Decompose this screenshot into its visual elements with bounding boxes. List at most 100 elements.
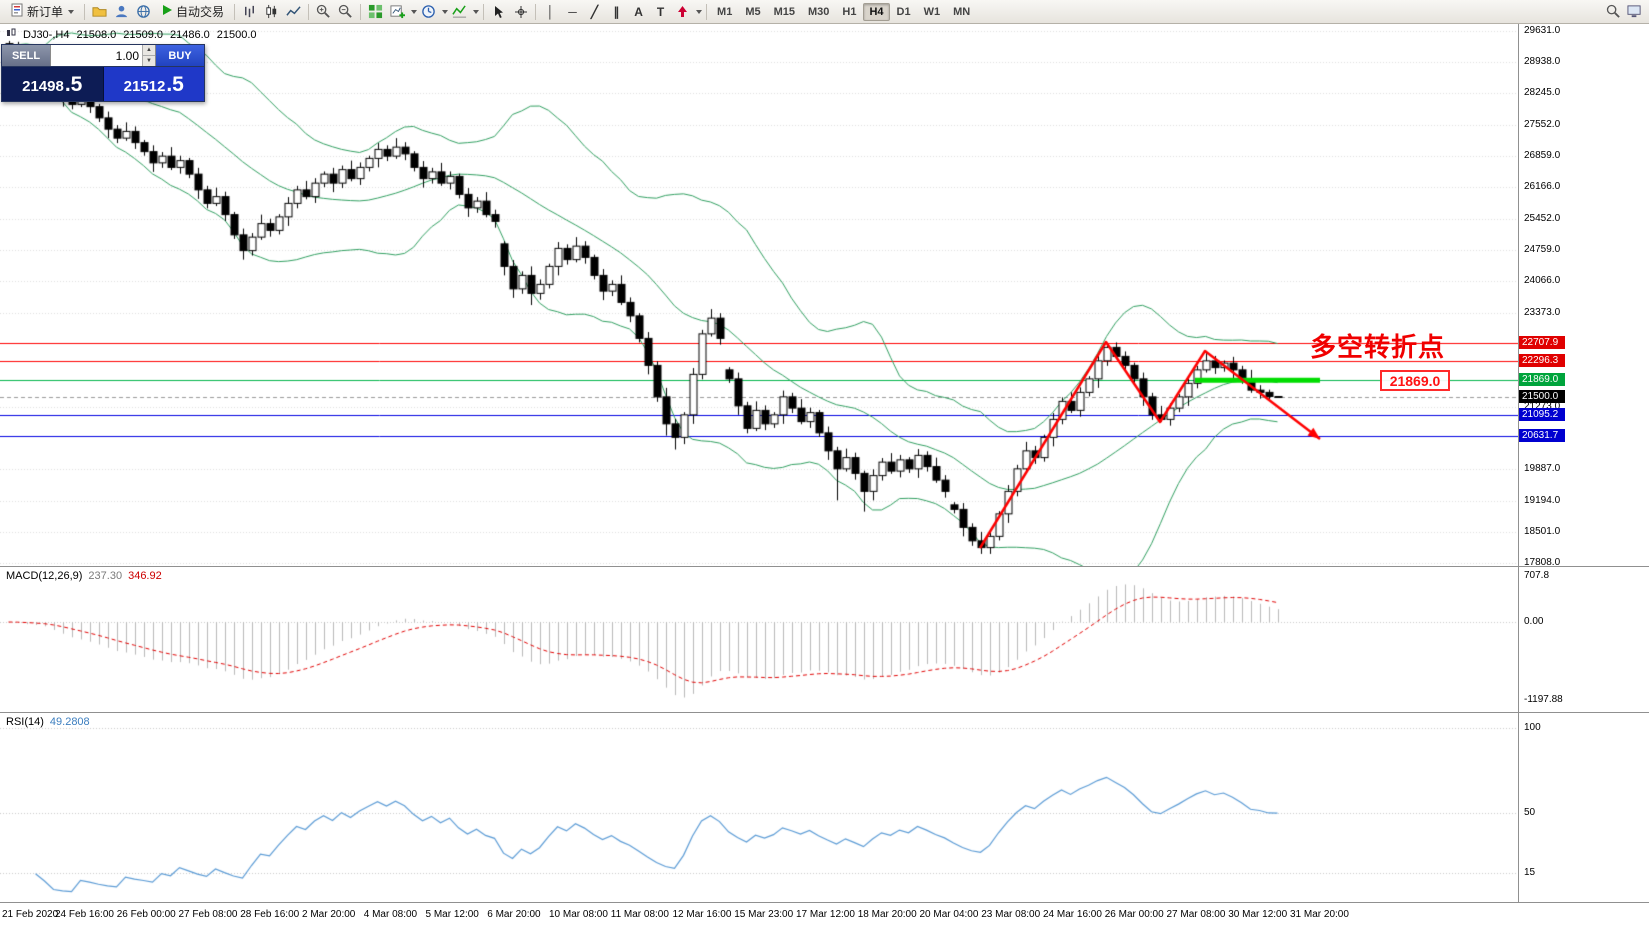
periods-clock-icon[interactable] [418, 2, 439, 22]
price-tick-label: 28245.0 [1524, 87, 1561, 99]
trendline-tool-icon[interactable]: ╱ [590, 4, 599, 19]
price-tick-label: 17808.0 [1524, 557, 1561, 568]
time-label: 23 Mar 08:00 [981, 909, 1041, 920]
volume-down-icon[interactable]: ▼ [142, 55, 155, 66]
toolbar-separator [360, 3, 362, 20]
rsi-scale[interactable]: 100 50 15 [1519, 713, 1649, 902]
price-tick-label: 26166.0 [1524, 180, 1561, 192]
chevron-down-icon [68, 9, 75, 14]
timeframe-m5-button[interactable]: M5 [745, 5, 761, 18]
label-tool-icon[interactable]: T [656, 4, 665, 19]
chevron-down-icon[interactable] [411, 9, 418, 14]
price-level-label: 22707.9 [1519, 335, 1565, 349]
vertical-line-tool-icon[interactable]: │ [546, 4, 555, 19]
time-label: 28 Feb 16:00 [240, 909, 300, 920]
indicators-icon[interactable] [449, 2, 470, 22]
sell-button[interactable]: SELL [2, 45, 50, 66]
macd-scale[interactable]: 707.8 0.00 -1197.88 [1519, 567, 1649, 712]
crosshair-icon[interactable] [510, 2, 531, 22]
folder-icon[interactable] [89, 2, 110, 22]
zoom-out-icon[interactable] [335, 2, 356, 22]
price-level-label: 21869.0 [1519, 373, 1565, 387]
toolbar-separator [483, 3, 485, 20]
price-chart-canvas[interactable] [0, 24, 1518, 566]
turning-point-annotation: 多空转折点 [1310, 332, 1446, 362]
ohlc-low: 21486.0 [170, 28, 210, 41]
sell-price-fraction: .5 [64, 73, 83, 96]
volume-field[interactable]: 1.00 ▲ ▼ [50, 45, 156, 66]
time-label: 10 Mar 08:00 [549, 909, 608, 920]
macd-panel-canvas[interactable] [0, 567, 1518, 712]
rsi-panel-canvas[interactable] [0, 713, 1518, 902]
sell-price-main: 21498 [22, 78, 64, 95]
time-label: 20 Mar 04:00 [919, 909, 979, 920]
chevron-down-icon[interactable] [442, 9, 449, 14]
cursor-icon[interactable] [488, 2, 509, 22]
time-label: 6 Mar 20:00 [487, 909, 541, 920]
volume-stepper[interactable]: ▲ ▼ [142, 45, 155, 66]
price-level-label: 22296.3 [1519, 354, 1565, 368]
volume-value[interactable]: 1.00 [115, 48, 139, 63]
panel-separator[interactable] [0, 712, 1649, 713]
window-layout-icon[interactable] [1624, 2, 1645, 22]
search-icon[interactable] [1603, 2, 1624, 22]
price-tick-label: 19194.0 [1524, 494, 1561, 506]
panel-separator[interactable] [0, 566, 1649, 567]
volume-up-icon[interactable]: ▲ [142, 45, 155, 55]
bar-chart-mode-icon[interactable] [239, 2, 260, 22]
new-order-icon [10, 3, 24, 20]
chevron-down-icon[interactable] [473, 9, 480, 14]
time-axis[interactable]: 21 Feb 2020 24 Feb 16:00 26 Feb 00:00 27 Fe… [0, 903, 1649, 945]
timeframe-m1-button[interactable]: M1 [717, 5, 733, 18]
line-chart-mode-icon[interactable] [283, 2, 304, 22]
time-label: 26 Mar 00:00 [1104, 909, 1164, 920]
timeframe-m30-button[interactable]: M30 [808, 5, 830, 18]
time-label: 27 Feb 08:00 [178, 909, 238, 920]
panel-separator[interactable] [0, 902, 1649, 903]
main-toolbar: 新订单 自动交易 [0, 0, 1649, 24]
price-tick-label: 18501.0 [1524, 525, 1561, 537]
ohlc-open: 21508.0 [76, 28, 117, 41]
toolbar-separator [84, 3, 86, 20]
channel-tool-icon[interactable]: ∥ [613, 4, 620, 19]
price-tick-label: 25452.0 [1524, 213, 1561, 225]
buy-button[interactable]: BUY [156, 45, 204, 66]
timeframe-d1-button[interactable]: D1 [896, 5, 911, 18]
autotrading-button[interactable]: 自动交易 [155, 2, 230, 22]
timeframe-w1-button[interactable]: W1 [923, 5, 941, 18]
rsi-label: RSI(14) 49.2808 [6, 716, 90, 728]
chevron-down-icon[interactable] [696, 9, 703, 14]
macd-tick-label: -1197.88 [1524, 693, 1563, 705]
arrows-tool-icon[interactable] [672, 2, 693, 22]
price-scale[interactable]: 29631.0 28938.0 28245.0 27552.0 26859.0 26166… [1519, 24, 1649, 568]
ohlc-close: 21500.0 [216, 28, 257, 41]
symbol-period-label: DJ30-,H4 [23, 28, 70, 41]
macd-tick-label: 0.00 [1524, 616, 1544, 627]
rsi-name: RSI(14) [6, 716, 44, 728]
candlestick-mode-icon[interactable] [261, 2, 282, 22]
price-tick-label: 24066.0 [1524, 275, 1561, 287]
new-order-button[interactable]: 新订单 [4, 2, 80, 22]
rsi-value: 49.2808 [49, 716, 90, 728]
new-order-label: 新订单 [27, 5, 64, 19]
zoom-in-icon[interactable] [313, 2, 334, 22]
buy-price[interactable]: 21512 .5 [102, 67, 204, 101]
timeframe-h4-button[interactable]: H4 [863, 2, 890, 21]
community-globe-icon[interactable] [133, 2, 154, 22]
time-label: 18 Mar 20:00 [857, 909, 917, 920]
horizontal-line-tool-icon[interactable]: ─ [568, 4, 577, 19]
profile-icon[interactable] [111, 2, 132, 22]
timeframe-m15-button[interactable]: M15 [773, 5, 795, 18]
text-tool-icon[interactable]: A [634, 4, 643, 19]
price-level-label: 21095.2 [1519, 408, 1565, 422]
play-icon [161, 4, 173, 19]
toolbar-separator [535, 3, 537, 20]
time-label: 12 Mar 16:00 [672, 909, 732, 920]
macd-name: MACD(12,26,9) [6, 570, 83, 582]
tile-windows-icon[interactable] [365, 2, 386, 22]
sell-price[interactable]: 21498 .5 [2, 67, 103, 101]
price-tick-label: 26859.0 [1524, 149, 1561, 161]
timeframe-mn-button[interactable]: MN [953, 5, 971, 18]
new-chart-icon[interactable] [387, 2, 408, 22]
timeframe-h1-button[interactable]: H1 [842, 5, 857, 18]
